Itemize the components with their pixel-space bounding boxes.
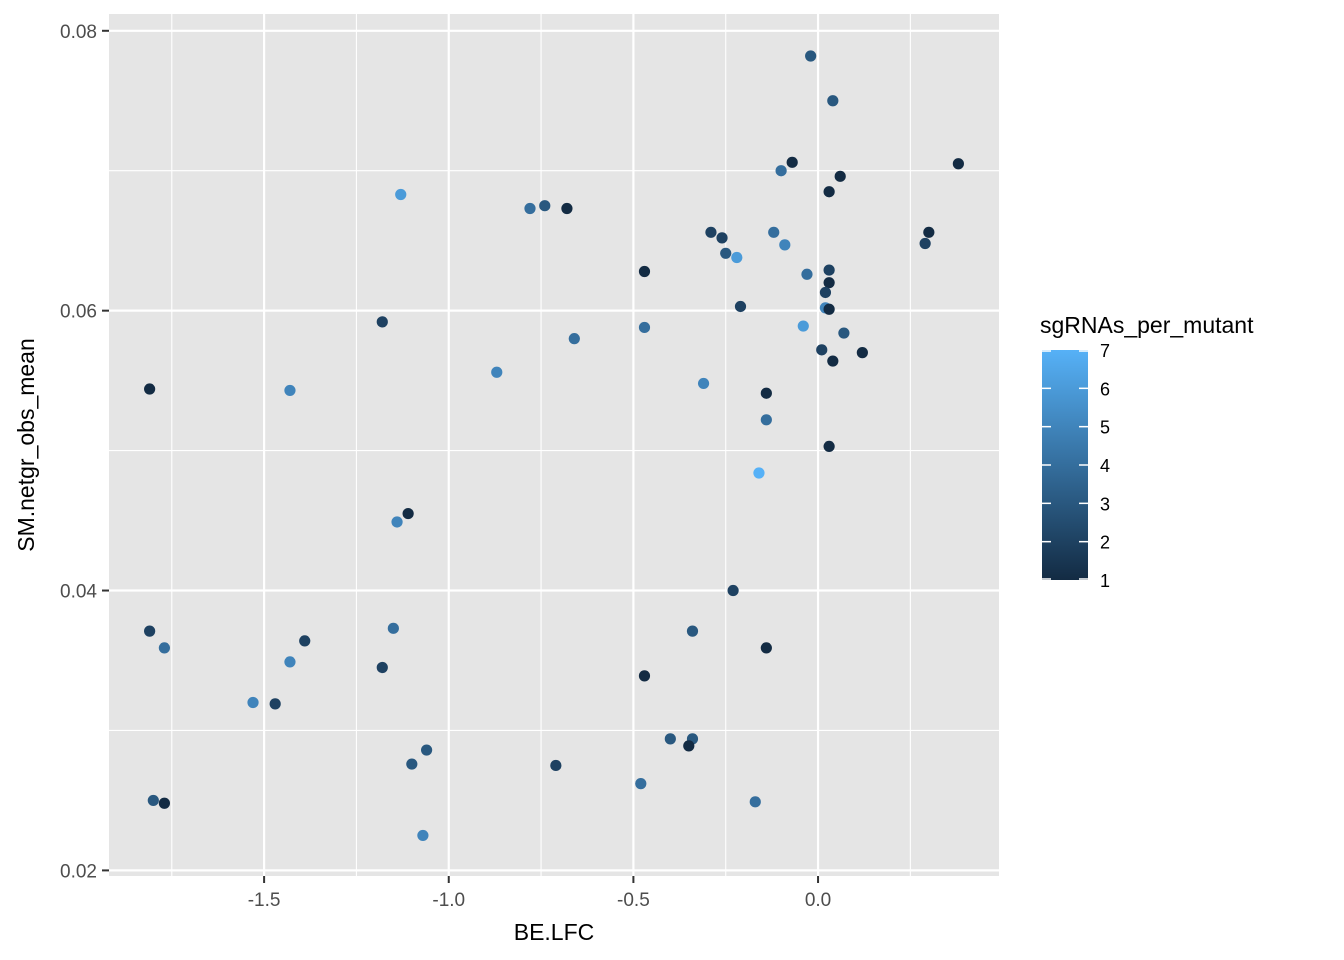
data-point: [823, 440, 835, 452]
data-point: [158, 642, 170, 654]
data-point: [919, 237, 931, 250]
data-point: [716, 232, 728, 244]
data-point: [638, 670, 651, 682]
data-point: [664, 733, 676, 745]
data-point: [819, 286, 832, 299]
data-point: [402, 507, 414, 520]
data-point: [749, 796, 761, 808]
data-point: [284, 384, 296, 397]
data-point: [734, 300, 747, 313]
data-point: [779, 239, 791, 251]
y-tick-label: 0.04: [60, 582, 97, 603]
y-tick-label: 0.08: [60, 22, 97, 43]
data-point: [391, 516, 403, 528]
legend-tick-label: 1: [1100, 571, 1110, 591]
data-point: [923, 226, 935, 238]
legend-tick-label: 3: [1100, 494, 1110, 514]
data-point: [827, 355, 839, 367]
data-point: [299, 635, 311, 647]
y-axis-title: SM.netgr_obs_mean: [13, 338, 39, 552]
data-point: [491, 366, 503, 378]
grid-minor: [109, 14, 999, 876]
data-point: [705, 226, 717, 238]
data-point: [952, 158, 964, 170]
data-point: [638, 265, 651, 278]
legend-title: sgRNAs_per_mutant: [1040, 312, 1254, 338]
data-point: [387, 622, 399, 634]
data-point: [683, 740, 695, 752]
data-point: [524, 202, 536, 215]
data-point: [760, 642, 772, 654]
data-point: [816, 344, 828, 356]
data-point: [550, 759, 562, 772]
legend-tick-label: 4: [1100, 456, 1110, 476]
data-points: [144, 50, 964, 842]
data-point: [838, 327, 850, 339]
data-point: [727, 584, 739, 597]
data-point: [539, 200, 551, 212]
data-point: [768, 226, 780, 238]
data-point: [760, 414, 772, 426]
data-point: [856, 347, 868, 359]
x-tick-label: -1.0: [432, 890, 465, 911]
data-point: [417, 829, 429, 842]
data-point: [823, 277, 835, 289]
data-point: [823, 264, 835, 276]
data-point: [720, 247, 732, 259]
legend-tick-label: 2: [1100, 533, 1110, 553]
x-tick-label: -0.5: [617, 890, 650, 911]
data-point: [144, 383, 156, 395]
data-point: [158, 797, 170, 809]
data-point: [760, 387, 772, 399]
data-point: [797, 320, 809, 332]
data-point: [247, 696, 259, 709]
data-point: [568, 333, 580, 345]
x-tick-label: -1.5: [248, 890, 281, 911]
data-point: [284, 656, 296, 668]
data-point: [561, 202, 573, 215]
y-axis: 0.02 0.04 0.06 0.08: [60, 22, 109, 882]
data-point: [269, 698, 281, 710]
data-point: [801, 268, 813, 280]
grid-major: [109, 14, 999, 876]
legend-ticks: 1 2 3 4 5 6 7: [1042, 341, 1110, 591]
data-point: [823, 186, 835, 198]
y-tick-label: 0.06: [60, 302, 97, 323]
data-point: [686, 625, 699, 637]
legend-tick-label: 7: [1100, 341, 1110, 361]
data-point: [731, 251, 743, 264]
data-point: [420, 744, 433, 756]
data-point: [834, 170, 846, 182]
data-point: [805, 50, 817, 62]
legend-tick-label: 6: [1100, 379, 1110, 399]
data-point: [753, 467, 765, 479]
x-axis: -1.5 -1.0 -0.5 0.0: [248, 876, 831, 911]
data-point: [144, 625, 156, 637]
data-point: [638, 321, 651, 334]
x-axis-title: BE.LFC: [514, 919, 595, 945]
plot-panel: [109, 14, 999, 876]
legend: sgRNAs_per_mutant 1 2 3 4 5 6 7: [1040, 312, 1254, 591]
data-point: [376, 316, 388, 328]
y-tick-label: 0.02: [60, 861, 97, 882]
data-point: [635, 778, 647, 790]
data-point: [827, 95, 839, 107]
data-point: [147, 794, 159, 807]
data-point: [823, 303, 835, 315]
data-point: [376, 661, 388, 674]
data-point: [697, 377, 710, 390]
legend-tick-label: 5: [1100, 418, 1110, 438]
data-point: [406, 758, 418, 770]
x-tick-label: 0.0: [805, 890, 831, 911]
data-point: [395, 188, 407, 201]
data-point: [775, 165, 787, 177]
data-point: [786, 156, 798, 168]
